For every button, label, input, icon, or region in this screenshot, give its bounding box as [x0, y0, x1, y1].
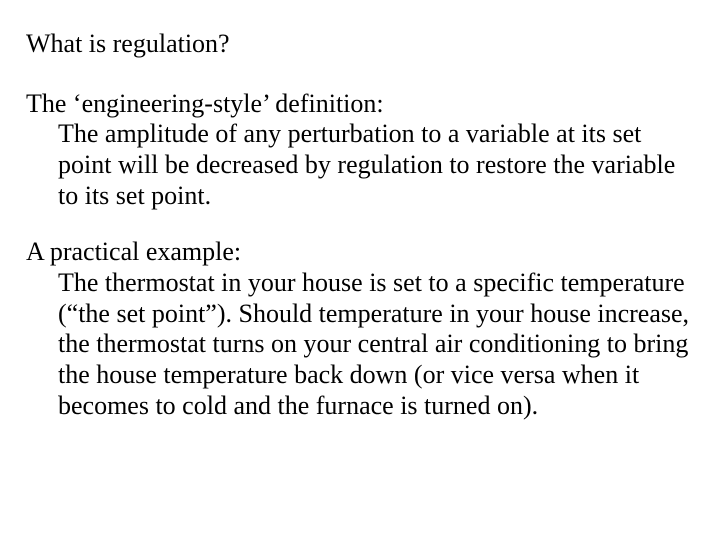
example-section: A practical example: The thermostat in y… [26, 237, 694, 421]
example-intro: A practical example: [26, 237, 694, 268]
definition-section: The ‘engineering-style’ definition: The … [26, 89, 694, 212]
slide-heading: What is regulation? [26, 28, 694, 61]
slide-container: What is regulation? The ‘engineering-sty… [0, 0, 720, 540]
definition-intro: The ‘engineering-style’ definition: [26, 89, 694, 120]
example-body: The thermostat in your house is set to a… [26, 268, 694, 421]
definition-body: The amplitude of any perturbation to a v… [26, 119, 694, 211]
